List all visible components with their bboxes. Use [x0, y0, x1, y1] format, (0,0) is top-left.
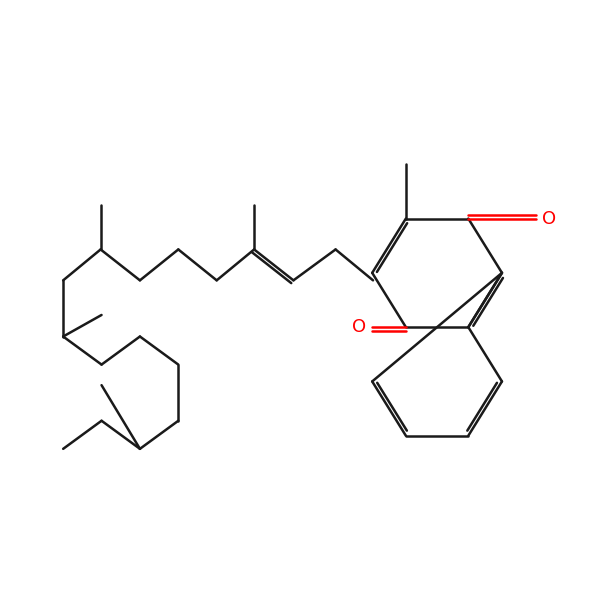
Text: O: O: [542, 209, 556, 227]
Text: O: O: [352, 318, 365, 336]
